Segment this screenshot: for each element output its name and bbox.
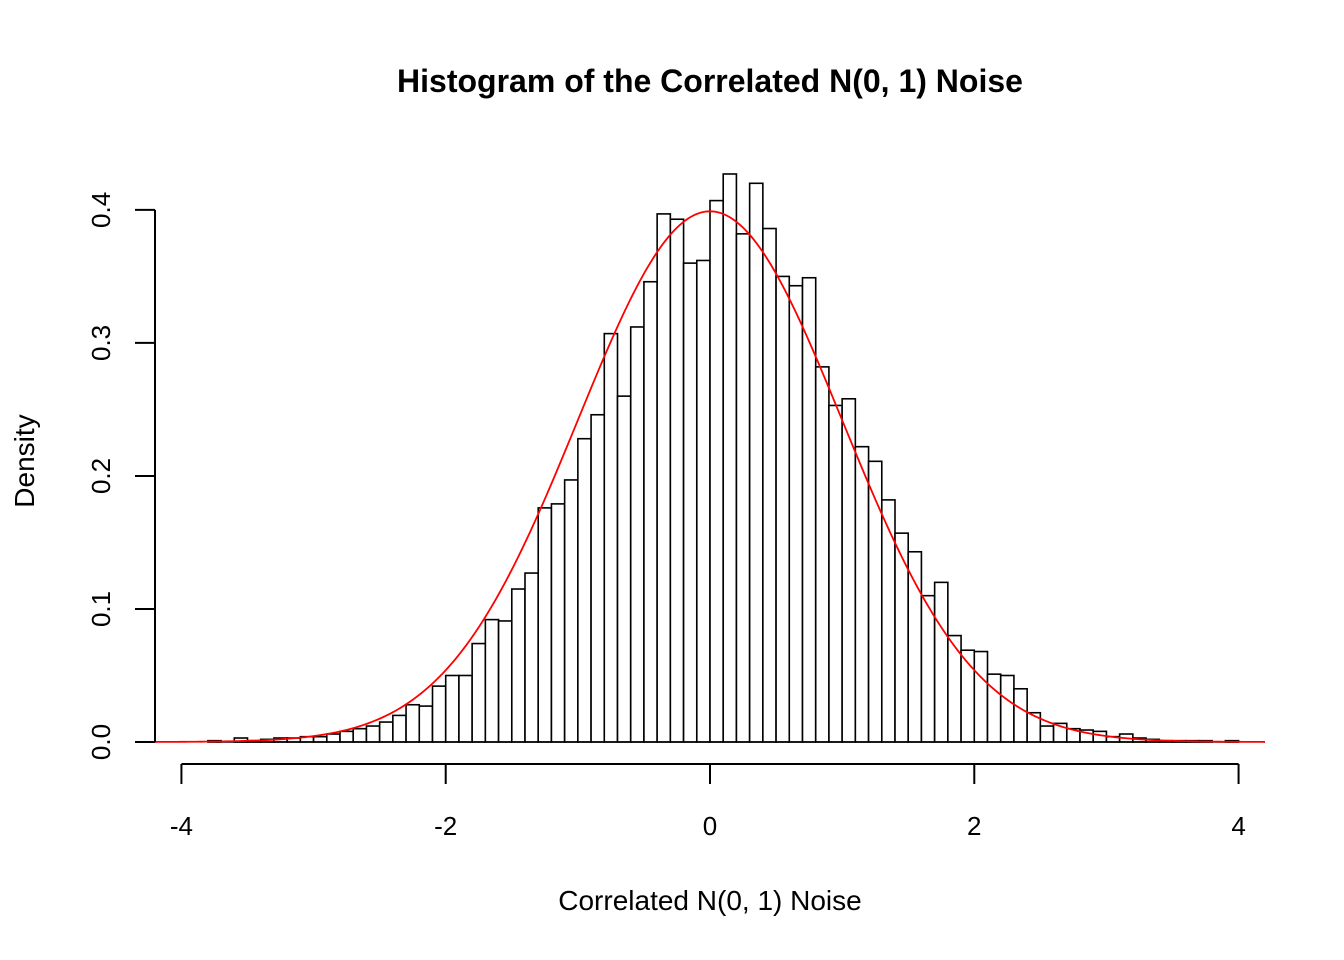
- histogram-bar: [510, 588, 526, 743]
- histogram-bar: [907, 550, 923, 743]
- histogram-bar: [867, 460, 883, 743]
- histogram-bar: [629, 326, 645, 743]
- histogram-bar: [762, 227, 777, 743]
- histogram-bar: [643, 280, 658, 743]
- x-axis: -4 -2 0 2 4: [170, 763, 1246, 841]
- histogram-bar: [616, 395, 632, 743]
- histogram-bar: [920, 594, 936, 743]
- histogram-bar: [352, 727, 368, 743]
- histogram-bar: [775, 275, 791, 743]
- histogram-bar: [748, 182, 764, 743]
- histogram-bar: [695, 259, 711, 743]
- x-tick-label: 0: [703, 811, 717, 841]
- histogram-bar: [1013, 687, 1028, 743]
- histogram-bar: [841, 397, 857, 743]
- histogram-bar: [524, 572, 540, 743]
- histogram-bar: [444, 674, 460, 743]
- histogram-bar: [656, 213, 672, 743]
- histogram-bar: [709, 199, 725, 743]
- x-tick-label: -4: [170, 811, 193, 841]
- x-axis-label: Correlated N(0, 1) Noise: [558, 885, 861, 916]
- histogram-bar: [735, 233, 751, 743]
- histogram-bars: [207, 173, 1240, 743]
- y-axis: 0.0 0.1 0.2 0.3 0.4: [86, 192, 156, 760]
- histogram-bar: [537, 507, 553, 743]
- histogram-bar: [405, 703, 421, 743]
- histogram-bar: [999, 674, 1015, 743]
- chart-title: Histogram of the Correlated N(0, 1) Nois…: [397, 63, 1023, 99]
- histogram-bar: [471, 642, 487, 743]
- density-curve: [154, 210, 1266, 743]
- y-tick-label: 0.3: [86, 325, 116, 361]
- histogram-bar: [563, 479, 579, 743]
- histogram-bar: [854, 445, 870, 743]
- histogram-bar: [550, 503, 566, 743]
- histogram-bar: [828, 404, 843, 743]
- histogram-bar: [418, 705, 434, 743]
- histogram-bar: [814, 366, 830, 743]
- y-tick-label: 0.4: [86, 192, 116, 228]
- histogram-bar: [339, 730, 355, 743]
- histogram-bar: [325, 733, 341, 743]
- histogram-bar: [722, 173, 738, 743]
- y-axis-label: Density: [9, 414, 40, 507]
- y-tick-label: 0.0: [86, 724, 116, 760]
- x-tick-label: -2: [434, 811, 457, 841]
- histogram-bar: [603, 332, 619, 743]
- y-tick-label: 0.1: [86, 591, 116, 627]
- histogram-bar: [365, 725, 381, 743]
- histogram-bar: [431, 685, 447, 743]
- histogram-bar: [880, 499, 896, 743]
- x-tick-label: 2: [967, 811, 981, 841]
- histogram-bar: [669, 218, 685, 743]
- histogram-bar: [458, 674, 473, 743]
- histogram-bar: [788, 284, 804, 743]
- histogram-bar: [497, 620, 513, 743]
- histogram-bar: [590, 413, 606, 743]
- histogram-bar: [933, 581, 949, 743]
- histogram-bar: [1039, 725, 1055, 743]
- histogram-bar: [392, 714, 407, 743]
- histogram-bar: [378, 721, 394, 743]
- y-tick-label: 0.2: [86, 458, 116, 494]
- histogram-bar: [801, 276, 817, 743]
- histogram-bar: [577, 437, 592, 743]
- histogram-bar: [484, 618, 500, 743]
- histogram-bar: [973, 650, 989, 743]
- histogram-bar: [682, 262, 698, 743]
- x-tick-label: 4: [1231, 811, 1245, 841]
